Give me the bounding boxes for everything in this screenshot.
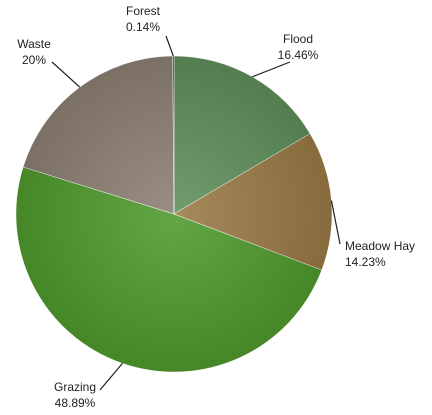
slice-label: Forest	[126, 4, 161, 18]
leader-line	[252, 61, 291, 78]
pie	[15, 55, 333, 373]
slice-value-label: 14.23%	[345, 255, 386, 269]
leader-line	[165, 35, 174, 57]
slice-value-label: 48.89%	[55, 396, 96, 410]
slice-value-label: 0.14%	[126, 20, 160, 34]
slice-value-label: 20%	[22, 53, 46, 67]
slice-label: Flood	[283, 32, 313, 46]
slice-label: Grazing	[54, 380, 96, 394]
leader-line	[99, 362, 123, 391]
slice-label: Meadow Hay	[345, 239, 415, 253]
leader-line	[330, 200, 341, 245]
slice-label: Waste	[17, 37, 51, 51]
labels: Flood 16.46% Meadow Hay 14.23% Grazing 48.89%…	[17, 4, 415, 410]
slice-value-label: 16.46%	[278, 48, 319, 62]
leader-line	[51, 61, 81, 88]
